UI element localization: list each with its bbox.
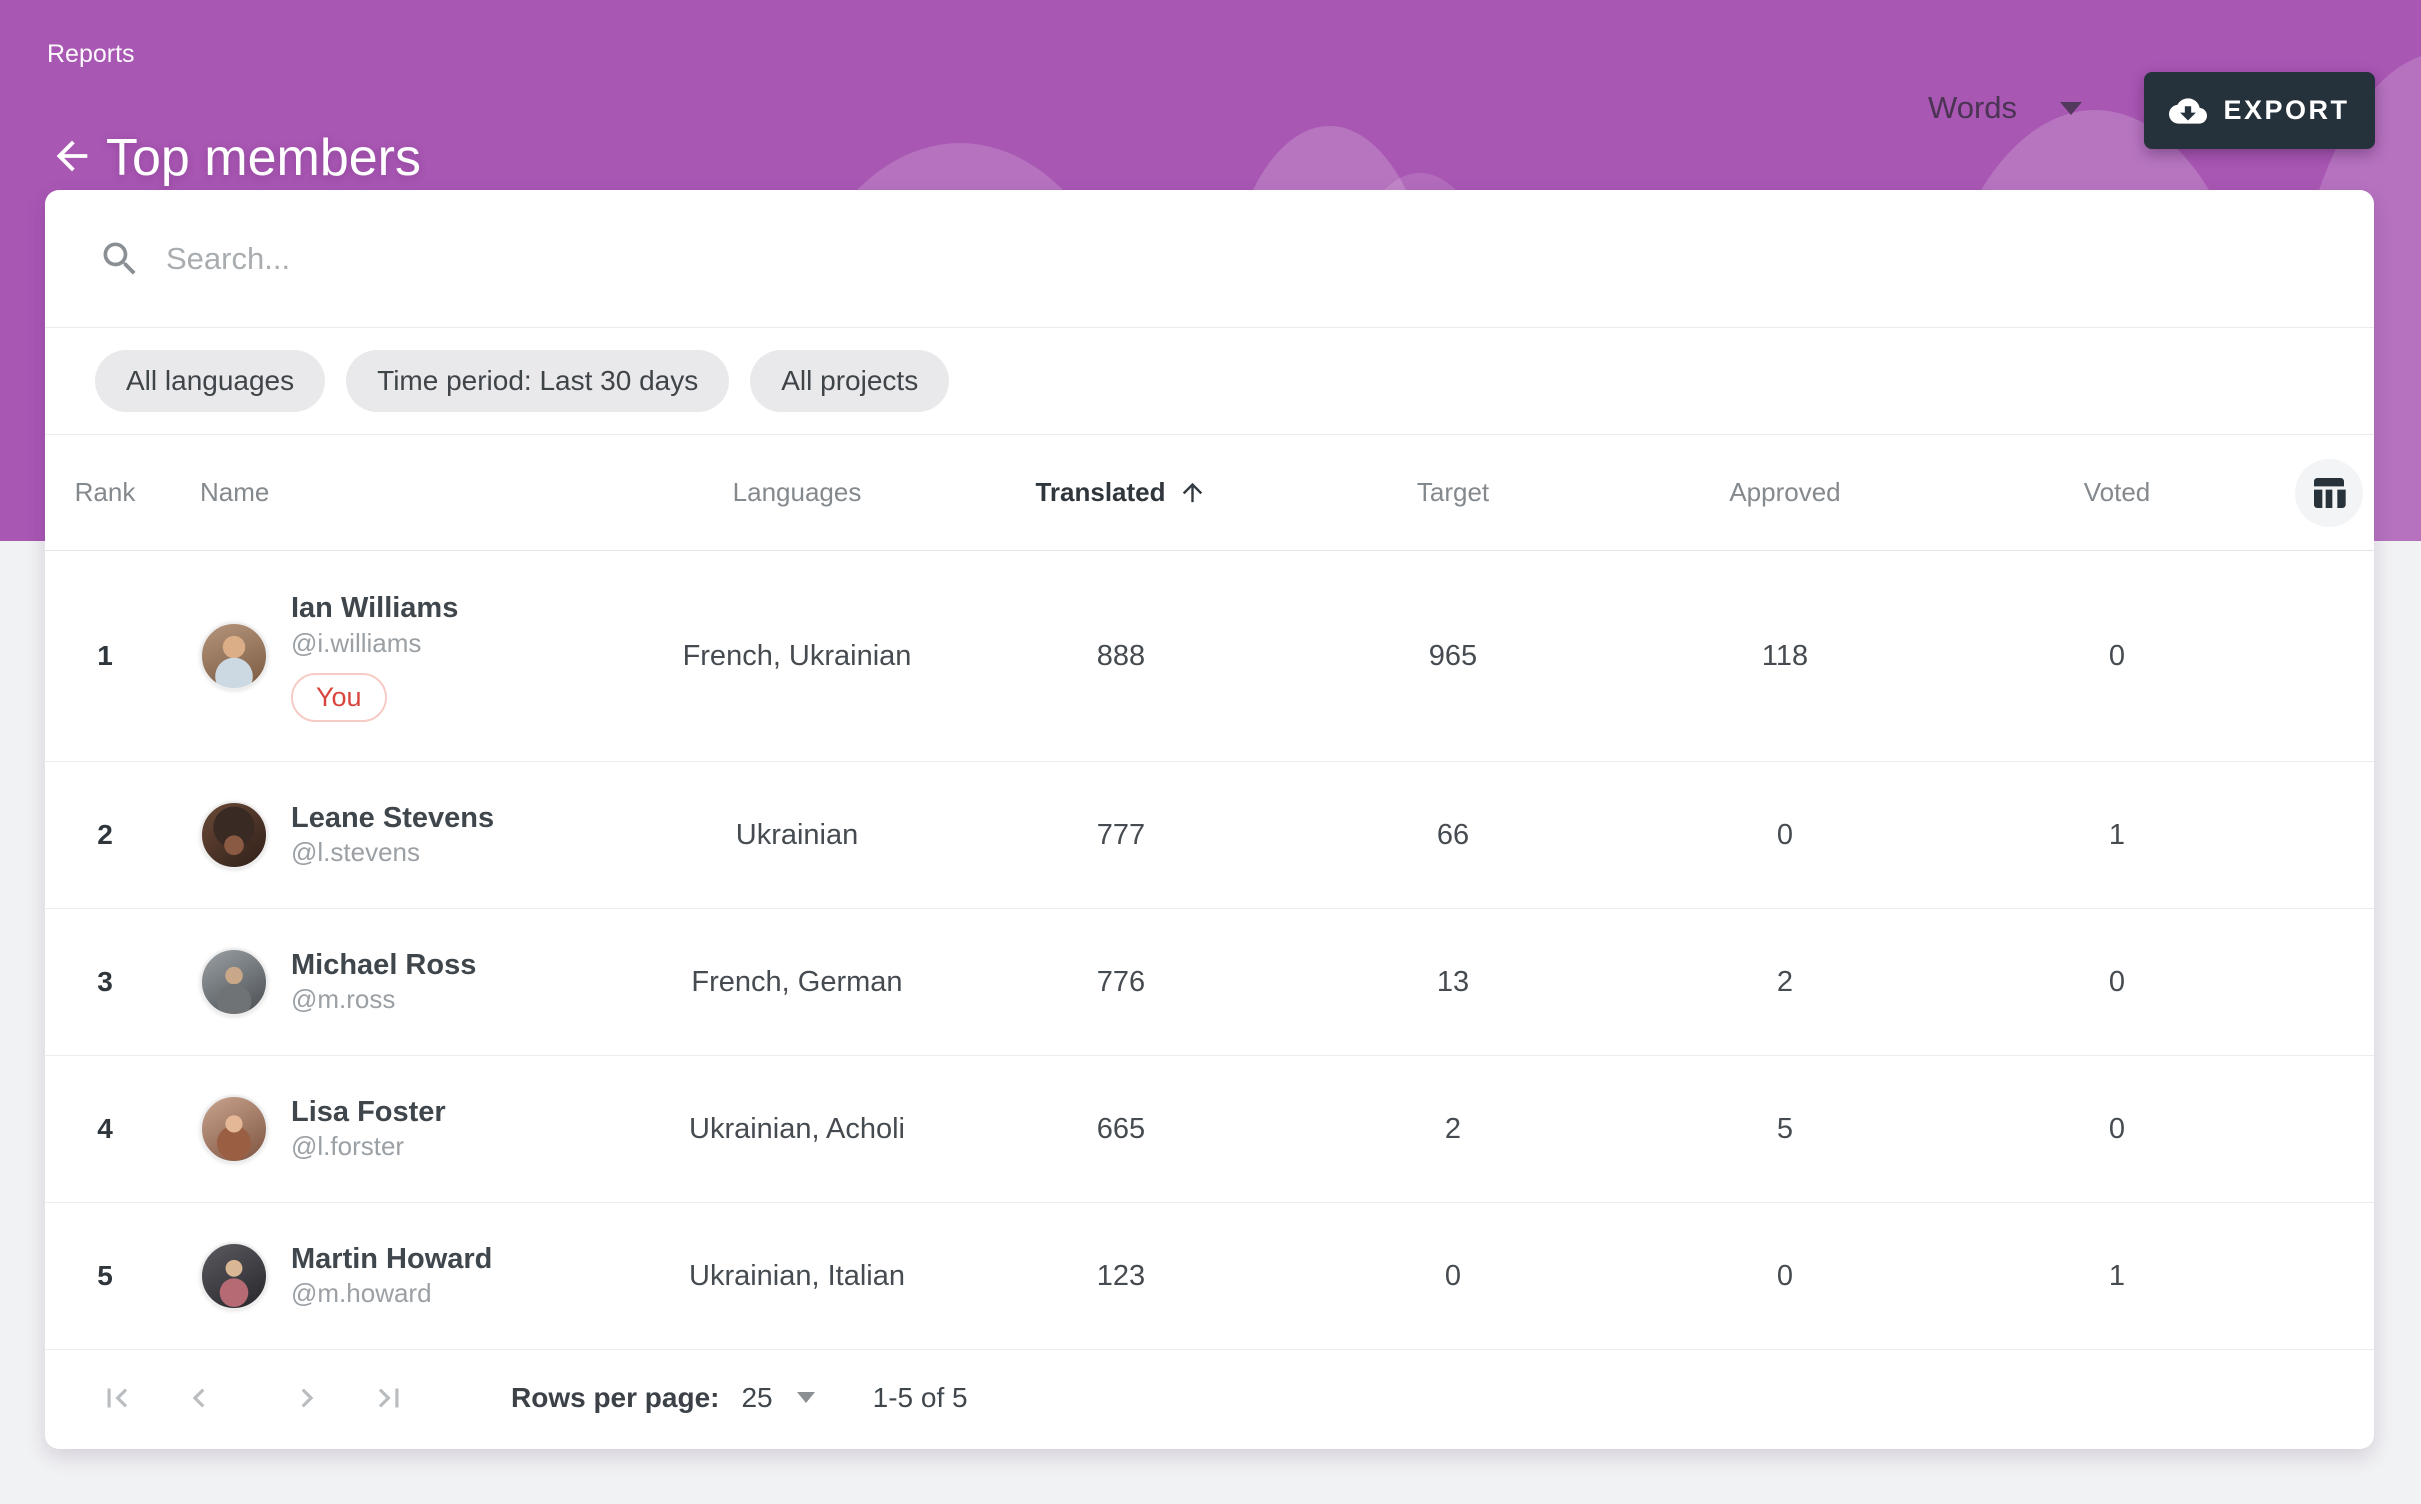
last-page-button[interactable]: [367, 1376, 411, 1420]
breadcrumb[interactable]: Reports: [47, 40, 135, 68]
column-header-languages[interactable]: Languages: [732, 477, 862, 507]
sort-ascending-icon: [1178, 478, 1207, 507]
column-settings-button[interactable]: [2294, 458, 2363, 527]
rows-per-page-caret-icon: [796, 1392, 815, 1403]
table-header: Rank Name Languages Translated Target Ap…: [45, 435, 2374, 551]
member-handle: @i.williams: [291, 627, 422, 658]
pagination-bar: Rows per page: 25 1-5 of 5: [45, 1350, 2374, 1445]
column-settings-icon: [2309, 473, 2349, 513]
rows-per-page-value: 25: [741, 1381, 773, 1413]
target-value: 13: [1436, 965, 1470, 998]
languages-value: Ukrainian: [735, 818, 859, 851]
member-handle: @m.howard: [291, 1278, 432, 1309]
member-name: Martin Howard: [291, 1242, 493, 1275]
rank-value: 1: [97, 640, 113, 671]
next-page-icon: [288, 1379, 326, 1417]
approved-value: 5: [1776, 1112, 1794, 1145]
table-row: 5 Martin Howard @m.howard Ukrainian, Ita…: [45, 1203, 2374, 1350]
rows-per-page-select[interactable]: 25: [741, 1381, 815, 1414]
languages-value: French, Ukrainian: [682, 639, 912, 672]
rank-value: 2: [97, 819, 113, 850]
approved-value: 0: [1776, 1259, 1794, 1292]
column-header-rank[interactable]: Rank: [74, 477, 136, 507]
translated-value: 665: [1096, 1112, 1146, 1145]
member-handle: @l.stevens: [291, 837, 420, 868]
pagination-range: 1-5 of 5: [872, 1381, 968, 1413]
target-value: 2: [1444, 1112, 1462, 1145]
member-name: Lisa Foster: [291, 1095, 446, 1128]
voted-value: 0: [2108, 1112, 2126, 1145]
languages-value: French, German: [691, 965, 903, 998]
column-header-translated-label: Translated: [1035, 477, 1166, 507]
table-row: 1 Ian Williams @i.williams You French, U…: [45, 551, 2374, 762]
column-header-target[interactable]: Target: [1416, 477, 1490, 507]
cloud-download-icon: [2169, 92, 2208, 130]
back-arrow-icon: [49, 133, 95, 184]
previous-page-button[interactable]: [177, 1376, 221, 1420]
column-header-name[interactable]: Name: [200, 477, 270, 507]
avatar: [200, 800, 268, 869]
target-value: 0: [1444, 1259, 1462, 1292]
languages-value: Ukrainian, Acholi: [689, 1112, 905, 1145]
avatar: [200, 1241, 268, 1310]
avatar: [200, 947, 268, 1016]
table-row: 3 Michael Ross @m.ross French, German 77…: [45, 909, 2374, 1056]
rank-value: 5: [97, 1260, 113, 1291]
search-input[interactable]: [166, 240, 1966, 277]
unit-selector[interactable]: Words: [1928, 84, 2083, 132]
translated-value: 123: [1096, 1259, 1146, 1292]
page-title: Top members: [106, 129, 421, 187]
page-header: Reports Top members Words EXPORT: [0, 0, 2421, 541]
filter-chips: All languages Time period: Last 30 days …: [45, 328, 2374, 435]
approved-value: 118: [1761, 639, 1809, 672]
languages-value: Ukrainian, Italian: [689, 1259, 905, 1292]
translated-value: 888: [1096, 639, 1146, 672]
dropdown-caret-icon: [2060, 101, 2083, 115]
approved-value: 0: [1776, 818, 1794, 851]
voted-value: 1: [2108, 818, 2126, 851]
export-button[interactable]: EXPORT: [2144, 72, 2375, 149]
avatar: [200, 1094, 268, 1163]
member-name: Ian Williams: [291, 592, 459, 625]
column-header-approved[interactable]: Approved: [1729, 477, 1841, 507]
search-bar: [45, 190, 2374, 328]
next-page-button[interactable]: [285, 1376, 329, 1420]
back-button[interactable]: [44, 130, 100, 186]
first-page-icon: [98, 1379, 136, 1417]
previous-page-icon: [180, 1379, 218, 1417]
rank-value: 3: [97, 966, 113, 997]
last-page-icon: [370, 1379, 408, 1417]
voted-value: 0: [2108, 639, 2126, 672]
report-card: All languages Time period: Last 30 days …: [45, 190, 2374, 1449]
member-name: Michael Ross: [291, 948, 477, 981]
first-page-button[interactable]: [95, 1376, 139, 1420]
table-row: 4 Lisa Foster @l.forster Ukrainian, Acho…: [45, 1056, 2374, 1203]
voted-value: 0: [2108, 965, 2126, 998]
rows-per-page-label: Rows per page:: [511, 1381, 720, 1413]
member-name: Leane Stevens: [291, 801, 495, 834]
filter-chip-time-period[interactable]: Time period: Last 30 days: [346, 350, 730, 412]
translated-value: 777: [1096, 818, 1146, 851]
voted-value: 1: [2108, 1259, 2126, 1292]
translated-value: 776: [1096, 965, 1146, 998]
column-header-translated[interactable]: Translated: [955, 477, 1287, 508]
target-value: 66: [1436, 818, 1470, 851]
unit-selector-value: Words: [1928, 90, 2018, 125]
you-badge: You: [291, 672, 387, 722]
table-row: 2 Leane Stevens @l.stevens Ukrainian 777…: [45, 762, 2374, 909]
column-header-voted[interactable]: Voted: [2083, 477, 2151, 507]
search-icon: [98, 237, 142, 281]
member-handle: @l.forster: [291, 1131, 405, 1162]
member-handle: @m.ross: [291, 984, 396, 1015]
rank-value: 4: [97, 1113, 113, 1144]
target-value: 965: [1428, 639, 1478, 672]
export-button-label: EXPORT: [2223, 95, 2350, 125]
approved-value: 2: [1776, 965, 1794, 998]
filter-chip-projects[interactable]: All projects: [750, 350, 950, 412]
avatar: [200, 621, 268, 690]
filter-chip-languages[interactable]: All languages: [95, 350, 326, 412]
